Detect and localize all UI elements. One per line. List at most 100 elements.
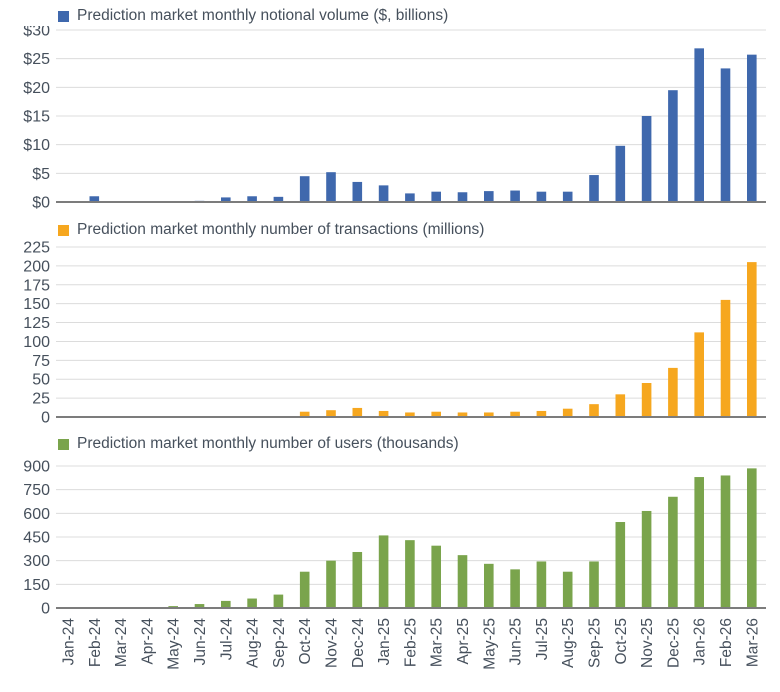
y-axis-tick-label: 25 bbox=[32, 391, 50, 408]
x-axis-tick-label: Jan-26 bbox=[692, 618, 709, 665]
bar bbox=[457, 192, 468, 202]
y-axis-tick-label: 300 bbox=[23, 553, 50, 570]
legend-marker-icon bbox=[58, 10, 69, 22]
bar bbox=[247, 598, 257, 608]
bar bbox=[562, 191, 573, 202]
bar bbox=[536, 410, 547, 417]
x-axis-tick-label: Mar-24 bbox=[113, 618, 130, 667]
x-axis-tick-label: Jul-25 bbox=[534, 618, 551, 660]
transactions-chart: Prediction market monthly number of tran… bbox=[0, 220, 780, 424]
bar bbox=[720, 68, 731, 202]
bar bbox=[299, 411, 310, 417]
bar bbox=[694, 332, 704, 417]
notional-volume-plot: $0 $5 $10 $15 $20 $25 $30 bbox=[23, 26, 766, 211]
bar bbox=[747, 54, 757, 202]
bar bbox=[405, 412, 415, 417]
x-axis-tick-label: Dec-25 bbox=[665, 618, 682, 668]
bar bbox=[484, 563, 494, 608]
y-axis-tick-label: 0 bbox=[41, 601, 50, 618]
y-axis-tick-label: $30 bbox=[23, 26, 50, 40]
y-axis-tick-label: 175 bbox=[23, 277, 50, 294]
y-axis-tick-label: $0 bbox=[32, 195, 50, 211]
bar bbox=[378, 535, 389, 608]
y-axis-tick-label: 225 bbox=[23, 240, 50, 257]
bar bbox=[615, 522, 626, 608]
x-axis-tick-label: Aug-25 bbox=[560, 618, 577, 668]
x-axis-tick-label: Oct-24 bbox=[297, 618, 314, 665]
x-axis-tick-label: Feb-26 bbox=[718, 618, 735, 667]
legend-marker-icon bbox=[58, 224, 69, 236]
bar bbox=[510, 411, 520, 417]
bar bbox=[641, 510, 652, 608]
bar bbox=[694, 48, 704, 202]
transactions-legend: Prediction market monthly number of tran… bbox=[0, 220, 780, 240]
bar bbox=[589, 175, 599, 202]
bar bbox=[720, 475, 731, 608]
bar bbox=[589, 561, 599, 608]
bar bbox=[352, 551, 363, 608]
y-axis-tick-label: 200 bbox=[23, 258, 50, 275]
x-axis-tick-label: Nov-24 bbox=[324, 618, 341, 668]
bar bbox=[641, 116, 652, 202]
x-axis-tick-label: May-25 bbox=[481, 618, 498, 670]
bar bbox=[536, 191, 547, 202]
bar bbox=[89, 196, 100, 202]
y-axis-tick-label: 600 bbox=[23, 506, 50, 523]
y-axis-tick-label: $15 bbox=[23, 109, 50, 126]
bar bbox=[326, 410, 336, 417]
y-axis-tick-label: 750 bbox=[23, 482, 50, 499]
page: { "page": {"background": "#FFFFFF", "tex… bbox=[0, 6, 780, 692]
bar bbox=[273, 196, 284, 202]
bar bbox=[299, 176, 310, 202]
users-plot: 0 150 300 450 600 750 900 Jan-24 Feb-24 Mar-24 Apr… bbox=[23, 459, 766, 670]
bar bbox=[378, 185, 389, 202]
bar bbox=[668, 90, 678, 202]
legend-label: Prediction market monthly number of user… bbox=[77, 435, 459, 452]
x-axis-tick-label: Jan-24 bbox=[61, 618, 78, 666]
bar bbox=[615, 145, 626, 202]
x-axis-tick-label: Jan-25 bbox=[376, 618, 393, 665]
bar bbox=[668, 367, 678, 417]
bar bbox=[589, 404, 599, 417]
bar bbox=[273, 594, 284, 608]
x-axis-tick-label: Mar-25 bbox=[429, 618, 446, 667]
bar bbox=[484, 412, 494, 417]
bar bbox=[221, 600, 231, 608]
y-axis-tick-label: 450 bbox=[23, 530, 50, 547]
bar bbox=[326, 560, 336, 608]
y-axis-tick-label: 150 bbox=[23, 577, 50, 594]
bar bbox=[378, 410, 389, 417]
bar bbox=[431, 191, 441, 202]
y-axis-tick-label: 125 bbox=[23, 315, 50, 332]
legend-label: Prediction market monthly notional volum… bbox=[77, 7, 449, 24]
x-axis-tick-label: May-24 bbox=[166, 618, 183, 670]
bar bbox=[562, 571, 573, 608]
bar bbox=[405, 540, 415, 608]
bar bbox=[510, 569, 520, 608]
x-axis-tick-label: Jun-24 bbox=[192, 618, 209, 666]
bar bbox=[484, 191, 494, 202]
legend-label: Prediction market monthly number of tran… bbox=[77, 221, 485, 238]
bar bbox=[536, 561, 547, 608]
bar bbox=[457, 412, 468, 417]
bar bbox=[510, 190, 520, 202]
x-axis-tick-label: Feb-25 bbox=[402, 618, 419, 667]
bar bbox=[352, 407, 363, 417]
legend-marker-icon bbox=[58, 438, 69, 450]
bar bbox=[668, 496, 678, 608]
x-axis-tick-label: Oct-25 bbox=[613, 618, 630, 665]
bar bbox=[247, 196, 257, 202]
x-axis-tick-label: Dec-24 bbox=[350, 618, 367, 668]
bar bbox=[641, 383, 652, 417]
bar bbox=[352, 181, 363, 202]
users-legend: Prediction market monthly number of user… bbox=[0, 434, 780, 454]
bar bbox=[431, 545, 441, 608]
y-axis-tick-label: $10 bbox=[23, 137, 50, 154]
x-axis-tick-label: Mar-26 bbox=[744, 618, 761, 667]
y-axis-tick-label: $20 bbox=[23, 80, 50, 97]
bar bbox=[326, 172, 336, 202]
notional-volume-chart: Prediction market monthly notional volum… bbox=[0, 6, 780, 210]
y-axis-tick-label: 0 bbox=[41, 410, 50, 425]
x-axis-tick-label: Jun-25 bbox=[508, 618, 525, 665]
